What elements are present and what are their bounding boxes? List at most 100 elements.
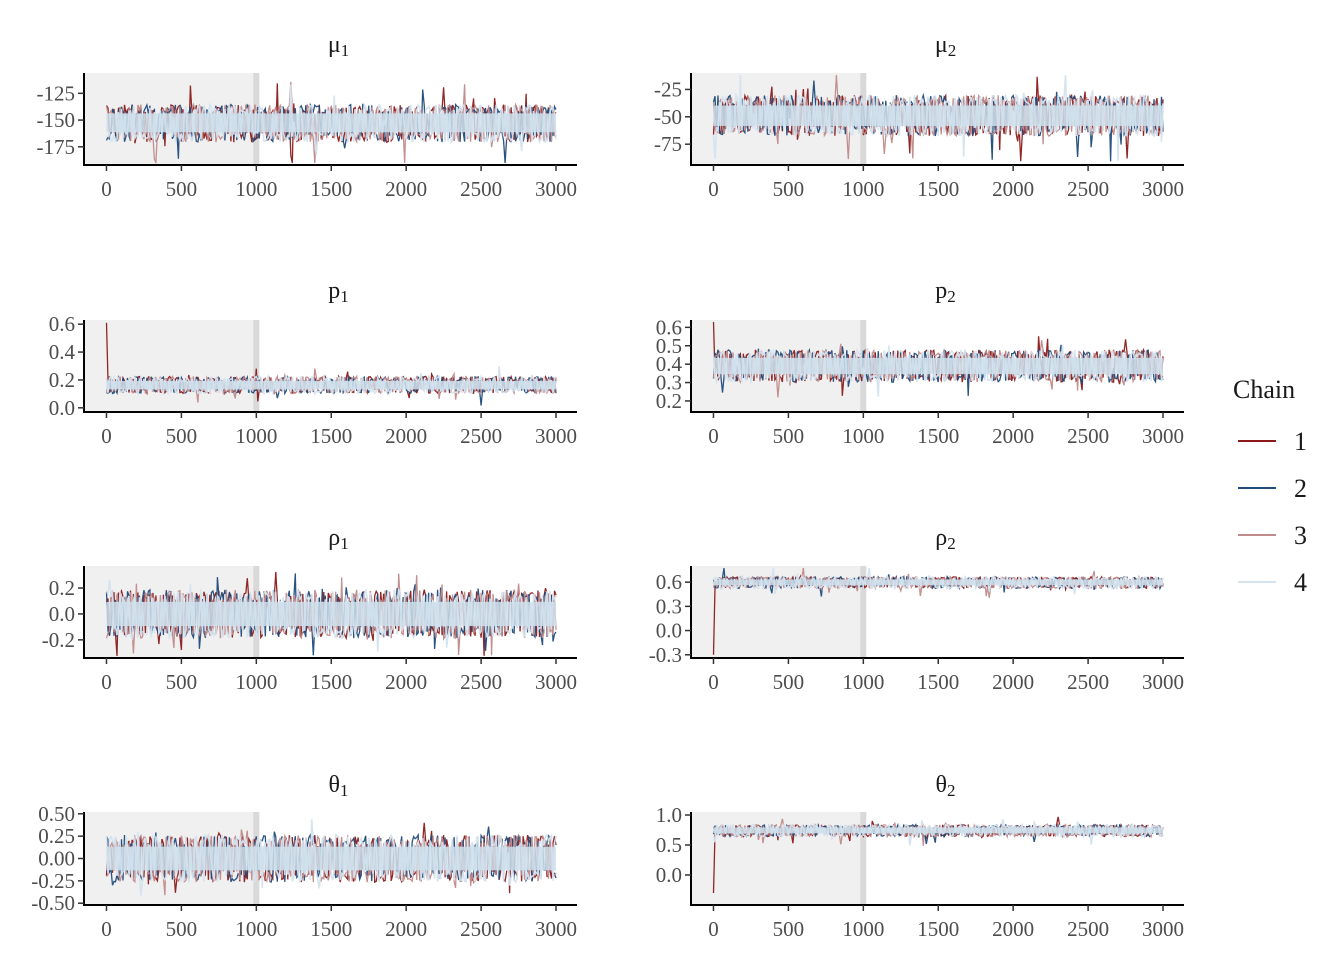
x-tick-label: 1500 xyxy=(310,177,352,201)
x-tick-label: 1000 xyxy=(235,177,277,201)
x-tick-label: 3000 xyxy=(535,670,577,694)
y-tick-label: -125 xyxy=(37,81,76,105)
x-tick-label: 2000 xyxy=(992,424,1034,448)
y-tick-label: -0.2 xyxy=(42,628,75,652)
trace-chain-4 xyxy=(712,819,1164,846)
y-tick-label: 0.50 xyxy=(38,802,75,826)
y-tick-label: -0.50 xyxy=(31,891,75,915)
x-tick-label: 500 xyxy=(773,177,805,201)
x-tick-label: 2500 xyxy=(460,177,502,201)
panel-title: θ2 xyxy=(936,772,956,800)
panel-mu-2: -75 -50 -25 0 500 1000 1500 2000 2500 3000 μ2 xyxy=(654,32,1184,201)
x-tick-label: 500 xyxy=(773,424,805,448)
x-tick-label: 2000 xyxy=(385,670,427,694)
panel-title: μ1 xyxy=(328,32,349,60)
panel-title: μ2 xyxy=(935,32,956,60)
y-tick-label: -150 xyxy=(37,108,76,132)
y-tick-label: -0.25 xyxy=(31,869,75,893)
trace-chain-3 xyxy=(712,567,1164,598)
legend-label: 2 xyxy=(1294,474,1307,503)
panel-title: p2 xyxy=(935,278,956,306)
panel-title: ρ2 xyxy=(935,525,955,553)
x-tick-label: 1500 xyxy=(310,670,352,694)
x-tick-label: 2000 xyxy=(385,917,427,941)
trace-chain-4 xyxy=(712,345,1164,397)
y-tick-label: 0.25 xyxy=(38,824,75,848)
trace-chain-3 xyxy=(712,74,1164,160)
y-tick-label: -75 xyxy=(654,132,682,156)
panels-group: -175 -150 -125 0 500 1000 1500 2000 2500 3000 μ1 -7… xyxy=(31,32,1184,941)
x-tick-label: 2000 xyxy=(992,177,1034,201)
panel-rho-2: -0.30.00.30.6 0 500 1000 1500 2000 2500 3000 ρ2 xyxy=(649,525,1184,694)
x-tick-label: 0 xyxy=(101,177,112,201)
x-tick-label: 3000 xyxy=(535,177,577,201)
trace-chain-4 xyxy=(712,567,1164,595)
x-tick-label: 2000 xyxy=(385,424,427,448)
x-tick-label: 1000 xyxy=(235,424,277,448)
x-tick-label: 2500 xyxy=(460,670,502,694)
y-tick-label: 0.5 xyxy=(656,833,682,857)
trace-chain-4 xyxy=(105,819,557,896)
y-tick-label: 0.2 xyxy=(656,389,682,413)
trace-chain-3 xyxy=(105,573,557,656)
trace-chain-4 xyxy=(105,366,557,397)
trace-density-band xyxy=(713,827,1164,834)
trace-chain-4 xyxy=(106,579,557,652)
x-tick-label: 0 xyxy=(101,424,112,448)
trace-density-band xyxy=(106,846,557,871)
x-tick-label: 1000 xyxy=(842,670,884,694)
legend: Chain 1 2 3 4 xyxy=(1233,375,1307,597)
x-tick-label: 1000 xyxy=(235,917,277,941)
x-tick-label: 3000 xyxy=(1142,670,1184,694)
x-tick-label: 2500 xyxy=(1067,917,1109,941)
x-tick-label: 500 xyxy=(166,424,198,448)
legend-title: Chain xyxy=(1233,375,1295,404)
trace-density-band xyxy=(106,601,557,627)
x-tick-label: 2500 xyxy=(1067,670,1109,694)
trace-density-band xyxy=(713,357,1164,375)
y-tick-label: 0.6 xyxy=(49,312,75,336)
y-tick-label: 0.3 xyxy=(656,371,682,395)
x-tick-label: 3000 xyxy=(535,424,577,448)
x-tick-label: 0 xyxy=(101,917,112,941)
legend-item-4: 4 xyxy=(1238,568,1307,597)
x-tick-label: 1500 xyxy=(917,917,959,941)
legend-item-3: 3 xyxy=(1238,521,1307,550)
x-tick-label: 3000 xyxy=(1142,177,1184,201)
x-tick-label: 1000 xyxy=(235,670,277,694)
y-tick-label: 0.2 xyxy=(49,368,75,392)
legend-label: 4 xyxy=(1294,568,1307,597)
y-tick-label: -0.3 xyxy=(649,643,682,667)
x-tick-label: 2000 xyxy=(992,917,1034,941)
trace-chain-3 xyxy=(105,829,557,896)
trace-density-band xyxy=(713,579,1164,586)
y-tick-label: -25 xyxy=(654,77,682,101)
x-tick-label: 1500 xyxy=(917,424,959,448)
y-tick-label: 0.4 xyxy=(656,352,683,376)
y-tick-label: 0.4 xyxy=(49,340,76,364)
x-tick-label: 2500 xyxy=(460,917,502,941)
trace-density-band xyxy=(106,113,557,133)
x-tick-label: 2000 xyxy=(992,670,1034,694)
x-tick-label: 2500 xyxy=(1067,177,1109,201)
panel-mu-1: -175 -150 -125 0 500 1000 1500 2000 2500 3000 μ1 xyxy=(37,32,578,201)
panel-title: p1 xyxy=(328,278,349,306)
panel-title: θ1 xyxy=(329,772,349,800)
x-tick-label: 2500 xyxy=(1067,424,1109,448)
x-tick-label: 0 xyxy=(708,917,719,941)
x-tick-label: 500 xyxy=(166,670,198,694)
x-tick-label: 1000 xyxy=(842,177,884,201)
x-tick-label: 3000 xyxy=(1142,917,1184,941)
y-tick-label: 0.6 xyxy=(656,570,682,594)
y-tick-label: 1.0 xyxy=(656,803,682,827)
trace-chain-4 xyxy=(712,74,1164,161)
x-tick-label: 0 xyxy=(101,670,112,694)
x-tick-label: 3000 xyxy=(535,917,577,941)
x-tick-label: 1500 xyxy=(917,177,959,201)
x-tick-label: 1000 xyxy=(842,917,884,941)
x-tick-label: 1500 xyxy=(310,917,352,941)
legend-label: 1 xyxy=(1294,427,1307,456)
trace-chain-2 xyxy=(106,374,557,406)
x-tick-label: 3000 xyxy=(1142,424,1184,448)
y-tick-label: 0.00 xyxy=(38,847,75,871)
